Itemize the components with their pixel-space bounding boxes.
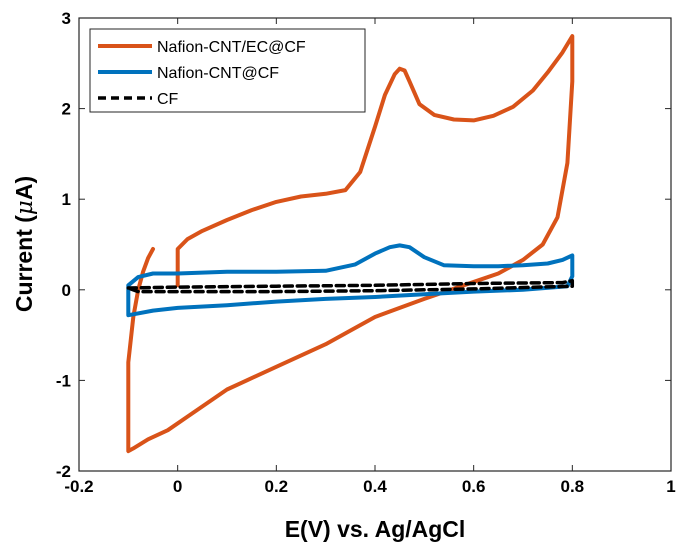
y-tick-label: 3 xyxy=(62,9,71,28)
x-axis-title: E(V) vs. Ag/AgCl xyxy=(285,516,466,542)
x-tick-label: 0.4 xyxy=(363,477,387,496)
legend-label-nafion-cnt-cf: Nafion-CNT@CF xyxy=(157,65,279,82)
y-axis-title-unit: A) xyxy=(11,176,37,200)
x-tick-label: 0.6 xyxy=(462,477,486,496)
legend-label-cf: CF xyxy=(157,91,179,108)
y-tick-label: -1 xyxy=(56,371,71,390)
tick-layer: -0.2 0 0.2 0.4 0.6 0.8 1 -2 -1 0 1 2 3 xyxy=(56,9,676,496)
y-axis-title: Current (μA) xyxy=(11,176,38,312)
series-line-nafion-cnt-cf xyxy=(126,243,575,318)
y-tick-label: 1 xyxy=(62,190,71,209)
x-tick-label: 1 xyxy=(666,477,675,496)
series-layer xyxy=(126,34,575,454)
x-tick-label: 0 xyxy=(173,477,182,496)
y-tick-label: 2 xyxy=(62,100,71,119)
x-tick-label: -0.2 xyxy=(64,477,93,496)
x-tick-label: 0.8 xyxy=(561,477,585,496)
x-tick-label: 0.2 xyxy=(265,477,289,496)
y-axis-title-mu-symbol: μ xyxy=(12,200,38,215)
y-tick-label: -2 xyxy=(56,462,71,481)
series-line-cf xyxy=(126,278,575,294)
y-axis-title-main: Current ( xyxy=(11,215,37,312)
y-tick-label: 0 xyxy=(62,281,71,300)
legend-label-nafion-cnt-ec-cf: Nafion-CNT/EC@CF xyxy=(157,39,306,56)
legend-items: Nafion-CNT/EC@CF Nafion-CNT@CF CF xyxy=(98,39,306,108)
legend: Nafion-CNT/EC@CF Nafion-CNT@CF CF xyxy=(89,28,366,113)
series-line-nafion-cnt-ec-cf xyxy=(126,34,575,454)
